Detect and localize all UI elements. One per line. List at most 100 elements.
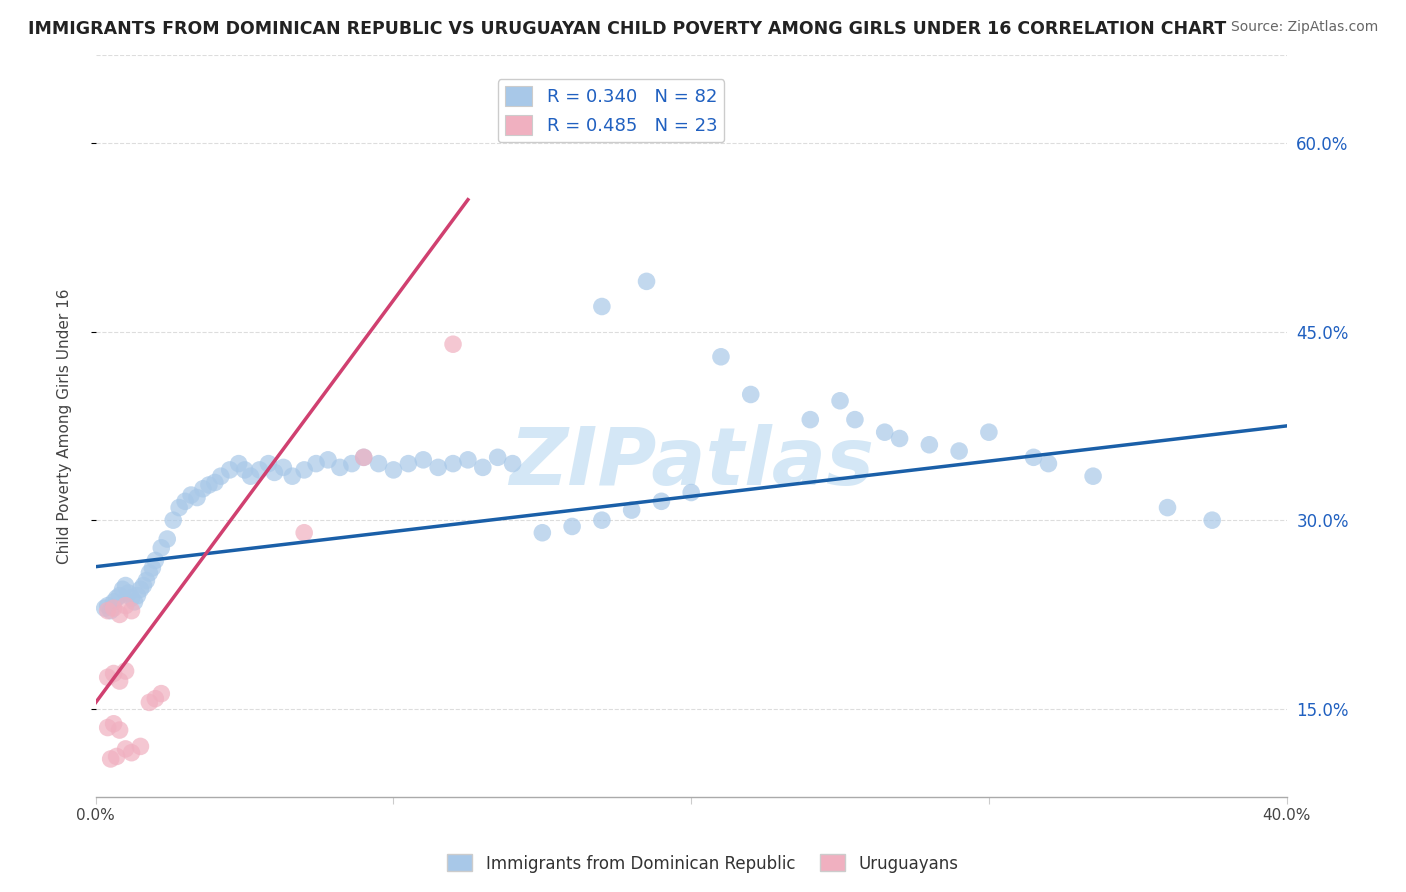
Point	[948, 444, 970, 458]
Point	[138, 566, 160, 580]
Point	[218, 463, 240, 477]
Point	[502, 457, 524, 471]
Point	[471, 460, 494, 475]
Point	[353, 450, 375, 465]
Point	[198, 478, 221, 492]
Point	[228, 457, 250, 471]
Point	[180, 488, 202, 502]
Point	[305, 457, 328, 471]
Point	[100, 752, 122, 766]
Point	[239, 469, 262, 483]
Point	[977, 425, 1000, 440]
Point	[292, 525, 315, 540]
Point	[353, 450, 375, 465]
Point	[156, 532, 179, 546]
Point	[1038, 457, 1060, 471]
Text: Source: ZipAtlas.com: Source: ZipAtlas.com	[1230, 20, 1378, 34]
Point	[681, 485, 703, 500]
Point	[132, 578, 155, 592]
Point	[233, 463, 256, 477]
Point	[799, 412, 821, 426]
Point	[561, 519, 583, 533]
Point	[441, 457, 464, 471]
Point	[457, 453, 479, 467]
Point	[121, 746, 143, 760]
Point	[191, 482, 214, 496]
Point	[114, 742, 136, 756]
Text: ZIPatlas: ZIPatlas	[509, 424, 873, 502]
Point	[108, 723, 131, 737]
Point	[889, 432, 911, 446]
Point	[918, 438, 941, 452]
Point	[138, 695, 160, 709]
Point	[710, 350, 733, 364]
Point	[97, 599, 120, 613]
Text: IMMIGRANTS FROM DOMINICAN REPUBLIC VS URUGUAYAN CHILD POVERTY AMONG GIRLS UNDER : IMMIGRANTS FROM DOMINICAN REPUBLIC VS UR…	[28, 20, 1226, 37]
Point	[273, 460, 295, 475]
Point	[1201, 513, 1223, 527]
Point	[103, 595, 125, 609]
Point	[129, 582, 152, 597]
Legend: Immigrants from Dominican Republic, Uruguayans: Immigrants from Dominican Republic, Urug…	[440, 847, 966, 880]
Point	[396, 457, 419, 471]
Point	[114, 578, 136, 592]
Point	[486, 450, 509, 465]
Point	[108, 674, 131, 689]
Point	[100, 604, 122, 618]
Point	[127, 589, 149, 603]
Point	[263, 466, 285, 480]
Point	[591, 513, 613, 527]
Point	[135, 574, 157, 588]
Point	[103, 601, 125, 615]
Point	[129, 739, 152, 754]
Point	[329, 460, 352, 475]
Point	[204, 475, 226, 490]
Point	[105, 591, 128, 606]
Point	[103, 666, 125, 681]
Point	[97, 670, 120, 684]
Point	[97, 604, 120, 618]
Point	[316, 453, 339, 467]
Point	[150, 687, 173, 701]
Point	[111, 582, 134, 597]
Point	[1022, 450, 1045, 465]
Legend: R = 0.340   N = 82, R = 0.485   N = 23: R = 0.340 N = 82, R = 0.485 N = 23	[498, 79, 724, 142]
Point	[591, 300, 613, 314]
Point	[143, 553, 166, 567]
Point	[162, 513, 184, 527]
Point	[143, 691, 166, 706]
Point	[114, 664, 136, 678]
Point	[114, 599, 136, 613]
Point	[382, 463, 405, 477]
Point	[828, 393, 851, 408]
Point	[186, 491, 208, 505]
Point	[1156, 500, 1178, 515]
Point	[281, 469, 304, 483]
Point	[124, 595, 146, 609]
Point	[412, 453, 434, 467]
Point	[209, 469, 232, 483]
Point	[367, 457, 389, 471]
Point	[441, 337, 464, 351]
Point	[97, 721, 120, 735]
Point	[105, 749, 128, 764]
Point	[620, 503, 643, 517]
Point	[93, 601, 115, 615]
Point	[531, 525, 554, 540]
Point	[121, 604, 143, 618]
Point	[650, 494, 672, 508]
Y-axis label: Child Poverty Among Girls Under 16: Child Poverty Among Girls Under 16	[58, 288, 72, 564]
Point	[141, 561, 163, 575]
Point	[150, 541, 173, 555]
Point	[427, 460, 450, 475]
Point	[1081, 469, 1104, 483]
Point	[108, 607, 131, 622]
Point	[292, 463, 315, 477]
Point	[340, 457, 363, 471]
Point	[249, 463, 271, 477]
Point	[167, 500, 190, 515]
Point	[117, 586, 139, 600]
Point	[174, 494, 197, 508]
Point	[121, 591, 143, 606]
Point	[844, 412, 866, 426]
